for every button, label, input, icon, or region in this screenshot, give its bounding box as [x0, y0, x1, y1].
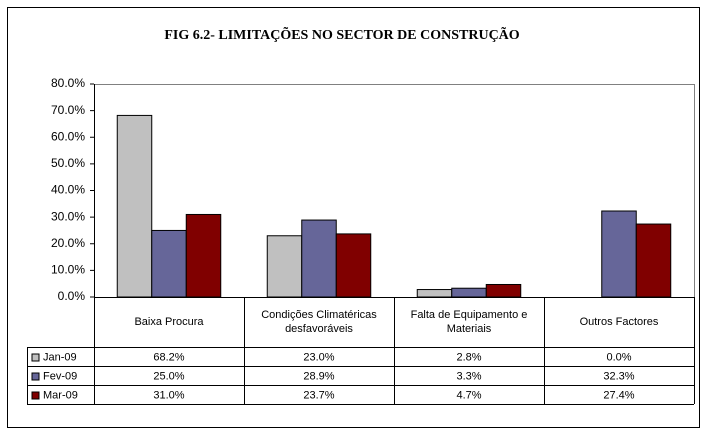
bar — [485, 283, 522, 298]
value-label: 4.7% — [456, 389, 481, 401]
y-tick-label: 50.0% — [51, 156, 85, 170]
y-tick-label: 80.0% — [51, 76, 85, 90]
bar — [335, 233, 372, 298]
bar — [185, 213, 222, 298]
x-tick-label: Falta de Equipamento e Materiais — [410, 309, 528, 335]
value-label: 25.0% — [153, 370, 184, 382]
y-tick-label: 70.0% — [51, 103, 85, 117]
value-label: 31.0% — [153, 389, 184, 401]
y-tick-label: 20.0% — [51, 236, 85, 250]
value-label: 3.3% — [456, 370, 481, 382]
value-label: 23.0% — [303, 351, 334, 363]
x-tick-label: Outros Factores — [579, 316, 659, 328]
legend-label: Mar-09 — [43, 389, 78, 401]
value-label: 0.0% — [606, 351, 631, 363]
chart-title: FIG 6.2- LIMITAÇÕES NO SECTOR DE CONSTRU… — [164, 25, 519, 43]
category-cell: Falta de Equipamento e Materiais — [410, 309, 528, 335]
legend-label: Jan-09 — [43, 351, 77, 363]
legend-swatch — [31, 353, 40, 362]
legend-swatch — [31, 372, 40, 381]
y-tick-label: 0.0% — [58, 289, 86, 303]
bar — [266, 235, 303, 298]
category-cell: Baixa Procura — [134, 316, 204, 328]
category-cell: Outros Factores — [579, 316, 659, 328]
bar — [451, 287, 487, 298]
category-cell: Condições Climatéricas desfavoráveis — [261, 309, 377, 335]
x-tick-label: Condições Climatéricas desfavoráveis — [261, 309, 377, 335]
value-label: 28.9% — [303, 370, 334, 382]
value-label: 23.7% — [303, 389, 334, 401]
y-tick-label: 30.0% — [51, 209, 85, 223]
bar — [116, 114, 153, 298]
bar — [416, 289, 453, 298]
y-tick-label: 40.0% — [51, 183, 85, 197]
value-label: 27.4% — [603, 389, 634, 401]
y-tick-label: 10.0% — [51, 263, 85, 277]
value-label: 32.3% — [603, 370, 634, 382]
bar — [301, 219, 337, 298]
bar — [635, 223, 672, 298]
value-label: 68.2% — [153, 351, 184, 363]
value-label: 2.8% — [456, 351, 481, 363]
y-tick-label: 60.0% — [51, 129, 85, 143]
bar — [151, 229, 187, 298]
legend-swatch — [31, 391, 40, 400]
bar — [601, 210, 637, 298]
x-tick-label: Baixa Procura — [134, 316, 204, 328]
legend-label: Fev-09 — [43, 370, 77, 382]
